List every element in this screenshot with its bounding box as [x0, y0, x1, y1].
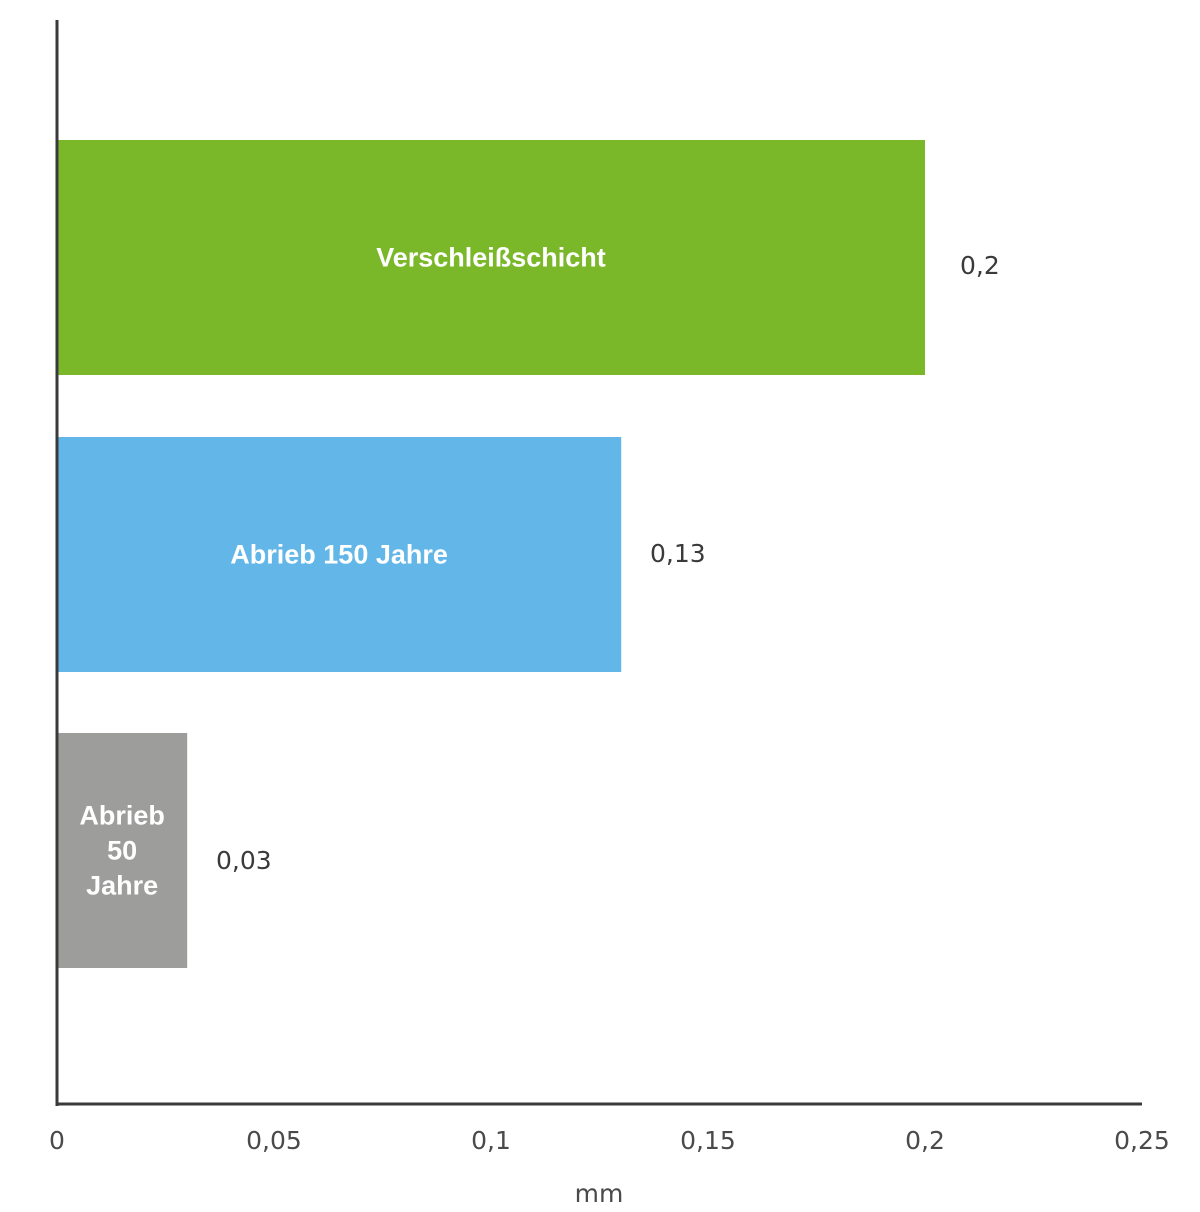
x-tick-label-6: 0,25 [1114, 1126, 1170, 1155]
value-label-3: 0,03 [216, 846, 272, 875]
value-label-2: 0,13 [650, 539, 706, 568]
bar-label-1: Verschleißschicht [376, 243, 606, 273]
bar-3 [57, 733, 188, 968]
value-label-1: 0,2 [960, 251, 1000, 280]
x-tick-label-2: 0,05 [246, 1126, 302, 1155]
bar-labels: Verschleißschicht Abrieb 150 Jahre Abrieb 5… [79, 243, 605, 901]
bar-label-3: Abrieb 50 Jahre [79, 801, 165, 901]
bar-label-2: Abrieb 150 Jahre [230, 540, 448, 570]
x-axis-title: mm [575, 1179, 624, 1208]
x-tick-label-1: 0 [49, 1126, 65, 1155]
value-labels: 0,2 0,13 0,03 [216, 251, 1000, 875]
bar-2 [57, 437, 622, 672]
x-tick-labels: 0 0,05 0,1 0,15 0,2 0,25 [49, 1126, 1170, 1155]
bar-1 [57, 140, 925, 375]
x-tick-label-4: 0,15 [680, 1126, 736, 1155]
x-tick-label-5: 0,2 [905, 1126, 945, 1155]
x-tick-label-3: 0,1 [471, 1126, 511, 1155]
bars [57, 140, 925, 968]
